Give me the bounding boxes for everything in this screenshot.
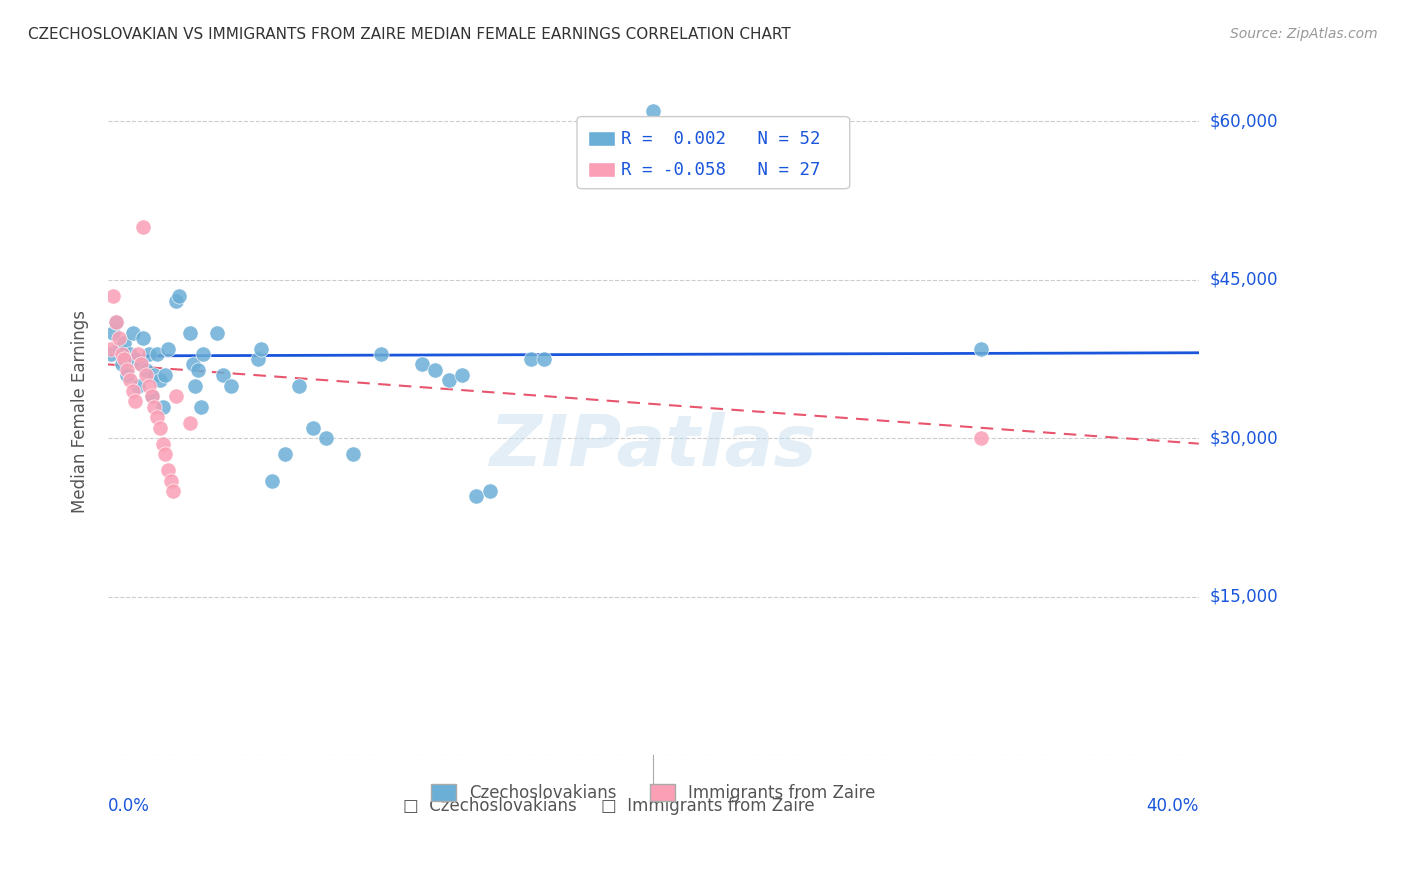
Point (179, 326, 201, 340)
Text: CZECHOSLOVAKIAN VS IMMIGRANTS FROM ZAIRE MEDIAN FEMALE EARNINGS CORRELATION CHAR: CZECHOSLOVAKIAN VS IMMIGRANTS FROM ZAIRE… (28, 27, 790, 42)
Point (143, 400, 166, 414)
Point (108, 342, 131, 356)
Point (141, 389, 163, 403)
Point (111, 358, 134, 372)
Y-axis label: Median Female Earnings: Median Female Earnings (72, 310, 89, 514)
Point (219, 378, 242, 392)
Point (129, 358, 152, 372)
Point (146, 410, 169, 425)
Point (156, 463, 179, 477)
Point (465, 490, 488, 504)
Text: □  Czechoslovakians: □ Czechoslovakians (404, 797, 576, 814)
Point (127, 347, 149, 361)
Point (118, 347, 141, 361)
Point (533, 352, 555, 367)
Point (519, 352, 541, 367)
Point (205, 326, 228, 340)
FancyBboxPatch shape (576, 117, 849, 189)
Point (152, 400, 174, 414)
Point (193, 347, 215, 361)
Point (132, 220, 155, 235)
Point (149, 421, 172, 435)
Point (108, 331, 131, 345)
Point (437, 373, 460, 387)
Point (127, 378, 149, 392)
Point (249, 342, 271, 356)
Bar (588, 162, 616, 177)
Point (152, 436, 174, 450)
Point (274, 447, 297, 461)
Point (190, 400, 212, 414)
Text: R = -0.058   N = 27: R = -0.058 N = 27 (620, 161, 820, 179)
Point (105, 315, 128, 329)
Point (118, 373, 141, 387)
Point (115, 362, 138, 376)
Text: $15,000: $15,000 (1211, 588, 1278, 606)
Point (155, 447, 177, 461)
Point (129, 358, 152, 372)
Point (115, 368, 138, 382)
Point (187, 362, 209, 376)
Point (478, 484, 501, 499)
Point (112, 352, 135, 367)
Point (156, 342, 179, 356)
Text: $30,000: $30,000 (1211, 429, 1278, 448)
Point (969, 431, 991, 445)
Bar (588, 131, 616, 146)
Point (342, 447, 364, 461)
Point (451, 368, 474, 382)
Point (969, 342, 991, 356)
Point (162, 484, 184, 499)
Point (143, 368, 166, 382)
Point (179, 416, 201, 430)
Point (135, 362, 157, 376)
Point (288, 378, 311, 392)
Point (138, 347, 160, 361)
Point (112, 336, 135, 351)
Point (103, 326, 125, 340)
Point (315, 431, 337, 445)
Point (411, 358, 433, 372)
Point (121, 384, 143, 398)
Text: 0.0%: 0.0% (108, 797, 150, 814)
Point (124, 352, 146, 367)
Point (124, 394, 146, 409)
Point (135, 368, 157, 382)
Point (425, 362, 447, 376)
Text: Source: ZipAtlas.com: Source: ZipAtlas.com (1230, 27, 1378, 41)
Point (643, 103, 665, 118)
Point (246, 352, 269, 367)
Point (159, 474, 181, 488)
Point (121, 326, 143, 340)
Point (103, 289, 125, 303)
Legend: Czechoslovakians, Immigrants from Zaire: Czechoslovakians, Immigrants from Zaire (425, 777, 883, 809)
Text: □  Immigrants from Zaire: □ Immigrants from Zaire (602, 797, 814, 814)
Text: ZIPatlas: ZIPatlas (489, 412, 817, 481)
Point (111, 347, 134, 361)
Point (149, 373, 172, 387)
Text: $45,000: $45,000 (1211, 271, 1278, 289)
Point (155, 368, 177, 382)
Text: 40.0%: 40.0% (1146, 797, 1199, 814)
Point (370, 347, 392, 361)
Point (167, 289, 190, 303)
Text: R =  0.002   N = 52: R = 0.002 N = 52 (620, 130, 820, 148)
Point (132, 331, 155, 345)
Point (141, 389, 163, 403)
Text: $60,000: $60,000 (1211, 112, 1278, 130)
Point (146, 347, 169, 361)
Point (165, 389, 187, 403)
Point (181, 358, 204, 372)
Point (184, 378, 207, 392)
Point (100, 342, 122, 356)
Point (260, 474, 283, 488)
Point (211, 368, 233, 382)
Point (100, 347, 122, 361)
Point (105, 315, 128, 329)
Point (138, 378, 160, 392)
Point (165, 293, 187, 308)
Point (301, 421, 323, 435)
